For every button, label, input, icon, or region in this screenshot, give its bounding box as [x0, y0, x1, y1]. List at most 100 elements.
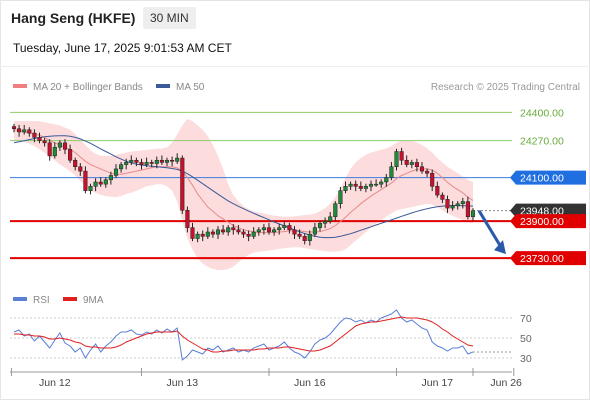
candle-body: [460, 201, 465, 204]
header-divider: [0, 66, 588, 67]
level-label: 23900.00: [520, 216, 564, 228]
rsi-tick-label: 50: [520, 333, 532, 345]
price-levels: [10, 111, 512, 260]
x-tick-label: Jun 17: [422, 377, 454, 389]
candle-body: [144, 162, 149, 165]
price-level-tags: 24400.0024270.0024100.0023948.0023900.00…: [510, 107, 586, 266]
candle-body: [414, 162, 419, 168]
candle-body: [231, 227, 236, 231]
legend-label: MA 20 + Bollinger Bands: [33, 82, 143, 93]
candle-body: [119, 164, 124, 170]
x-axis: Jun 12 Jun 13 Jun 16 Jun 17 Jun 26: [10, 368, 522, 389]
candle-body: [215, 229, 221, 235]
candle-body: [297, 233, 302, 237]
candle-body: [200, 233, 205, 237]
legend-label: MA 50: [176, 82, 205, 93]
candle-body: [226, 227, 231, 233]
candle-body: [88, 186, 93, 191]
candle-body: [164, 159, 170, 163]
x-tick-label: Jun 13: [167, 377, 199, 389]
candle-body: [195, 233, 200, 239]
candle-body: [399, 151, 404, 161]
candle-body: [465, 201, 470, 218]
candle-body: [185, 209, 190, 228]
ma50-line: [13, 135, 474, 239]
candle-body: [282, 225, 287, 228]
candle-body: [389, 166, 394, 178]
candle-body: [450, 205, 455, 209]
candle-body: [57, 142, 62, 148]
rsi-legend-swatch: [63, 297, 77, 301]
candle-body: [328, 216, 333, 222]
candle-body: [93, 181, 98, 187]
candle-body: [256, 229, 261, 233]
candle-body: [338, 190, 343, 204]
legend-swatch: [156, 84, 170, 88]
rsi-tick-label: 70: [520, 313, 532, 325]
candle-body: [246, 233, 251, 237]
candle-body: [440, 194, 445, 200]
candle-body: [52, 146, 57, 157]
candle-body: [394, 151, 399, 168]
timestamp: Tuesday, June 17, 2025 9:01:53 AM CET: [13, 41, 232, 55]
candle-body: [73, 159, 78, 168]
candle-body: [404, 159, 409, 165]
candle-body: [83, 170, 88, 191]
candle-body: [22, 129, 27, 133]
level-tag: [510, 170, 586, 185]
candle-body: [317, 223, 323, 228]
candle-body: [210, 231, 215, 235]
candle-body: [134, 159, 139, 163]
level-label: 24400.00: [520, 107, 564, 119]
candle-body: [27, 129, 32, 134]
bollinger-band-area: [14, 118, 473, 271]
forecast-arrow-head: [494, 240, 506, 255]
candle-body: [124, 162, 129, 165]
candle-body: [11, 126, 17, 129]
candle-body: [42, 140, 47, 144]
candle-body: [149, 162, 154, 164]
candle-body: [287, 225, 292, 231]
rsi-legend-label: RSI: [33, 295, 50, 306]
x-tick-label: Jun 26: [490, 377, 522, 389]
x-tick-label: Jun 12: [39, 377, 71, 389]
candle-body: [180, 157, 185, 211]
candle-body: [62, 142, 68, 150]
candle-body: [78, 166, 83, 172]
candle-body: [363, 186, 368, 189]
candle-body: [307, 233, 312, 241]
rsi-legend-label: 9MA: [83, 295, 104, 306]
candle-body: [129, 159, 134, 163]
level-label: 24270.00: [520, 136, 564, 148]
candle-body: [272, 229, 277, 233]
candle-body: [205, 231, 210, 237]
candle-body: [348, 183, 353, 187]
rsi-panel: 70 50 30: [10, 309, 532, 365]
candle-body: [409, 162, 414, 165]
price-legend: MA 20 + Bollinger Bands MA 50: [13, 82, 205, 93]
candle-body: [37, 137, 42, 141]
candle-body: [470, 210, 476, 218]
timeframe-badge[interactable]: 30 MIN: [143, 7, 196, 29]
candles: [11, 123, 476, 246]
candle-body: [333, 203, 338, 218]
candle-body: [190, 227, 195, 239]
candle-body: [312, 227, 317, 235]
candle-body: [47, 142, 52, 157]
candle-body: [108, 175, 113, 181]
candle-body: [374, 183, 379, 186]
candle-body: [170, 159, 175, 162]
candle-body: [302, 236, 307, 241]
candle-body: [113, 168, 119, 176]
legend-swatch: [13, 84, 27, 88]
candle-body: [261, 227, 266, 231]
candle-body: [343, 186, 348, 191]
candle-body: [430, 173, 435, 187]
candle-body: [154, 159, 159, 164]
candle-body: [236, 229, 241, 233]
candle-body: [445, 199, 450, 209]
candle-body: [353, 183, 358, 187]
rsi-tick-label: 30: [520, 353, 532, 365]
candle-body: [425, 170, 430, 174]
